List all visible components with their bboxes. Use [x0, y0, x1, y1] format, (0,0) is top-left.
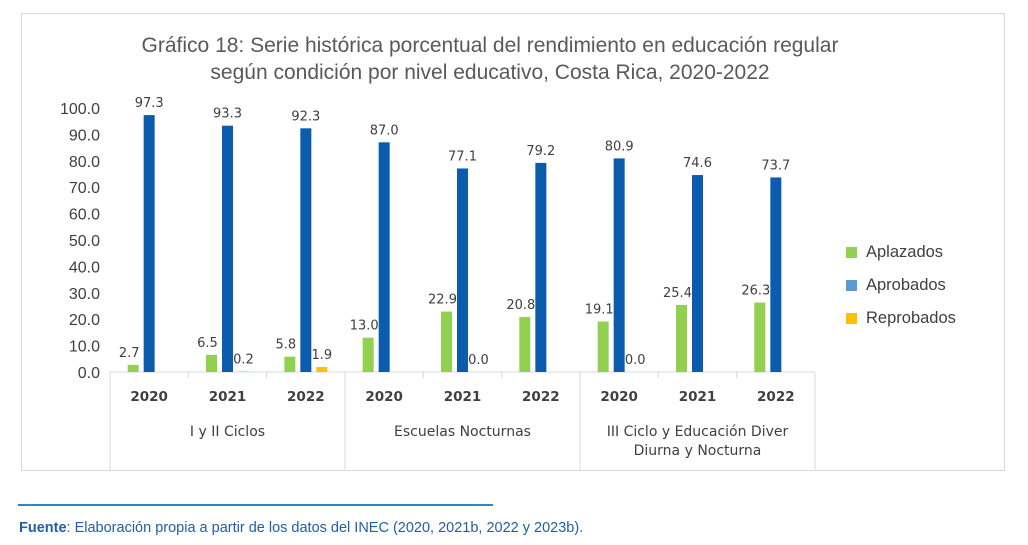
bar-aprobados-2021: [692, 175, 703, 372]
data-label-aprobados: 87.0: [370, 123, 399, 138]
bar-aplazados-2021: [206, 354, 217, 372]
y-tick-label: 40.0: [69, 259, 100, 276]
x-group-label: I y II Ciclos: [190, 424, 265, 440]
data-label-aprobados: 92.3: [291, 109, 320, 124]
y-tick-label: 80.0: [69, 154, 100, 171]
data-label-aplazados: 5.8: [275, 338, 296, 353]
y-tick-label: 70.0: [69, 180, 100, 197]
x-tick-year: 2021: [444, 389, 482, 405]
bar-aprobados-2020: [613, 158, 625, 372]
x-group-label: Diurna y Nocturna: [634, 443, 762, 459]
bar-aprobados-2022: [535, 162, 547, 372]
y-tick-label: 20.0: [69, 312, 100, 329]
bar-aprobados-2021: [457, 168, 468, 372]
legend-swatch: [846, 313, 857, 324]
bar-aplazados-2020: [597, 321, 609, 372]
x-tick-year: 2020: [365, 389, 403, 405]
x-group-label: Escuelas Nocturnas: [394, 424, 531, 440]
bar-aplazados-2021: [676, 304, 687, 372]
legend-swatch: [846, 247, 857, 258]
legend-item-reprobados: Reprobados: [846, 302, 956, 335]
bar-aplazados-2020: [362, 337, 374, 372]
bar-reprobados-2022: [316, 366, 328, 372]
legend-label: Reprobados: [866, 309, 956, 327]
x-group-label: III Ciclo y Educación Diver: [607, 424, 789, 440]
legend-item-aprobados: Aprobados: [846, 269, 956, 302]
data-label-reprobados: 1.9: [311, 348, 332, 363]
chart-legend: Aplazados Aprobados Reprobados: [846, 236, 956, 335]
legend-label: Aprobados: [866, 276, 946, 294]
data-label-aplazados: 22.9: [428, 293, 457, 308]
bar-aprobados-2022: [770, 177, 782, 372]
y-tick-label: 100.0: [60, 101, 100, 118]
data-label-reprobados: 0.0: [468, 353, 489, 368]
x-tick-year: 2021: [679, 389, 717, 405]
y-tick-label: 60.0: [69, 207, 100, 224]
bar-aprobados-2020: [378, 142, 390, 372]
data-label-aprobados: 73.7: [761, 158, 790, 173]
chart-title-line-1: Gráfico 18: Serie histórica porcentual d…: [141, 34, 839, 57]
data-label-aprobados: 80.9: [605, 139, 634, 154]
bar-aprobados-2021: [222, 125, 233, 372]
data-label-aplazados: 25.4: [663, 286, 692, 301]
data-label-aplazados: 6.5: [197, 336, 218, 351]
x-tick-year: 2020: [130, 389, 168, 405]
data-label-aplazados: 19.1: [585, 303, 614, 318]
legend-label: Aplazados: [866, 243, 944, 261]
y-tick-label: 50.0: [69, 233, 100, 250]
bar-aplazados-2022: [519, 317, 531, 372]
data-label-aprobados: 93.3: [213, 107, 242, 122]
data-label-reprobados: 0.2: [233, 352, 254, 367]
bar-aplazados-2021: [441, 311, 452, 372]
chart-title-line-2: según condición por nivel educativo, Cos…: [210, 61, 770, 84]
x-tick-year: 2022: [287, 389, 325, 405]
bar-aplazados-2022: [754, 302, 766, 372]
x-tick-year: 2022: [522, 389, 560, 405]
y-tick-label: 30.0: [69, 286, 100, 303]
bar-aprobados-2020: [143, 115, 155, 373]
source-divider: [18, 504, 493, 506]
data-label-aprobados: 97.3: [135, 96, 164, 111]
chart-frame: [21, 13, 1005, 471]
data-label-reprobados: 0.0: [625, 353, 646, 368]
y-tick-label: 90.0: [69, 127, 100, 144]
bar-aplazados-2022: [284, 356, 296, 372]
data-label-aprobados: 79.2: [526, 144, 555, 159]
data-label-aplazados: 13.0: [350, 319, 379, 334]
legend-swatch: [846, 280, 857, 291]
bar-aplazados-2020: [127, 364, 139, 372]
data-label-aprobados: 74.6: [683, 156, 712, 171]
legend-item-aplazados: Aplazados: [846, 236, 956, 269]
x-tick-year: 2022: [757, 389, 795, 405]
x-tick-year: 2020: [600, 389, 638, 405]
y-tick-label: 10.0: [69, 339, 100, 356]
data-label-aplazados: 26.3: [741, 284, 770, 299]
data-label-aprobados: 77.1: [448, 149, 477, 164]
data-label-aplazados: 2.7: [119, 346, 140, 361]
y-tick-label: 0.0: [78, 365, 100, 382]
bar-chart: 0.0 10.0 20.0 30.0 40.0 50.0 60.0 70.0 80.0 90.0 1…: [60, 96, 816, 471]
chart-title: Gráfico 18: Serie histórica porcentual d…: [60, 32, 920, 86]
data-label-aplazados: 20.8: [506, 298, 535, 313]
source-text: : Elaboración propia a partir de los dat…: [66, 520, 584, 536]
bar-aprobados-2022: [300, 128, 312, 372]
source-note: Fuente: Elaboración propia a partir de l…: [19, 520, 583, 536]
x-tick-year: 2021: [209, 389, 247, 405]
bar-reprobados-2021: [238, 371, 249, 372]
source-label: Fuente: [19, 520, 67, 536]
